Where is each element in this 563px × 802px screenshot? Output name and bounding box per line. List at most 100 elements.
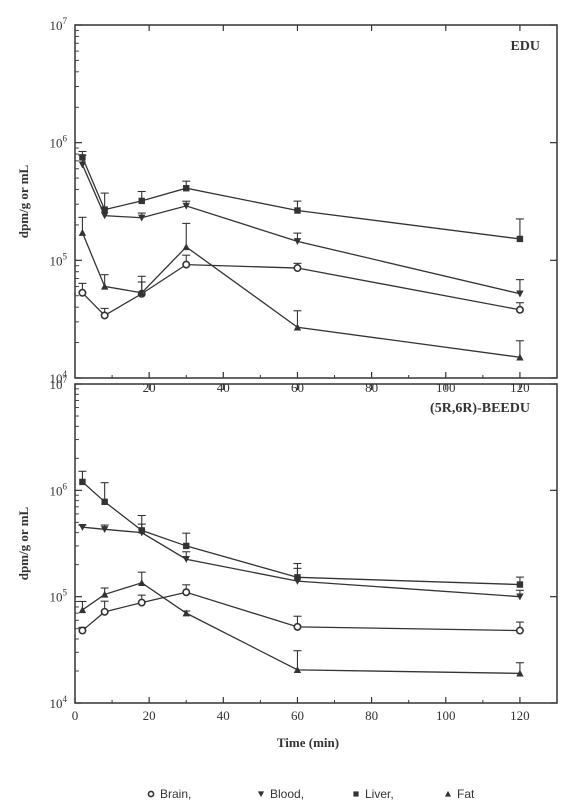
series-fat	[78, 571, 524, 677]
panel-title: (5R,6R)-BEEDU	[430, 401, 530, 416]
y-axis-title: dpm/g or mL	[16, 164, 31, 238]
data-point-liver	[101, 206, 108, 213]
data-point-brain	[100, 607, 109, 616]
data-point-liver	[138, 527, 145, 534]
y-tick-base: 10	[50, 136, 63, 151]
legend-item-liver: Liver,	[353, 787, 394, 801]
series-liver	[78, 470, 524, 588]
data-point-fat	[182, 609, 190, 617]
series-line-blood	[82, 526, 520, 598]
data-point-fat	[138, 289, 146, 296]
y-tick-exponent: 7	[63, 375, 68, 385]
data-point-liver	[79, 478, 86, 486]
data-point-liver	[79, 154, 86, 161]
data-point-fat	[182, 243, 190, 251]
data-point-blood	[182, 556, 190, 563]
y-tick-exponent: 6	[63, 481, 68, 491]
y-tick-label: 106	[50, 134, 68, 151]
legend-label-liver: Liver,	[365, 787, 394, 801]
x-tick-label: 80	[365, 708, 378, 723]
data-point-blood	[100, 526, 109, 534]
data-point-liver	[516, 235, 524, 243]
data-point-fat	[100, 590, 109, 598]
y-tick-base: 10	[50, 696, 63, 711]
legend-item-fat: Fat	[444, 787, 475, 801]
series-liver	[78, 150, 524, 243]
legend-marker-blood	[257, 791, 265, 798]
series-line-fat	[82, 582, 520, 675]
legend-marker-brain	[147, 790, 155, 798]
data-point-fat	[516, 353, 524, 361]
data-point-brain	[515, 305, 524, 314]
data-point-blood	[293, 238, 302, 246]
data-point-blood	[182, 202, 190, 210]
data-point-blood	[100, 212, 109, 220]
data-point-brain	[100, 311, 109, 320]
series-line-blood	[81, 164, 521, 295]
x-tick-label: 60	[291, 708, 304, 723]
data-point-liver	[294, 207, 301, 214]
y-tick-base: 10	[50, 590, 63, 605]
y-axis-title: dpm/g or mL	[16, 506, 31, 580]
legend-label-fat: Fat	[457, 787, 475, 801]
series-brain	[78, 254, 524, 320]
data-point-fat	[516, 669, 524, 677]
series-line-brain	[81, 263, 521, 317]
y-tick-base: 10	[50, 483, 63, 498]
y-tick-label: 106	[50, 481, 68, 498]
legend-item-blood: Blood,	[257, 787, 304, 801]
y-tick-label: 104	[50, 694, 68, 711]
plot-frame	[74, 24, 558, 379]
data-point-brain	[182, 588, 191, 597]
data-point-fat	[100, 282, 109, 290]
data-point-brain	[78, 626, 87, 635]
legend-label-brain: Brain,	[160, 787, 191, 801]
legend: Brain, Blood, Liver, Fat	[147, 787, 475, 801]
data-point-fat	[138, 579, 146, 587]
y-tick-exponent: 6	[63, 134, 68, 144]
y-tick-exponent: 7	[63, 16, 68, 26]
y-tick-exponent: 4	[63, 369, 68, 379]
series-line-fat	[81, 232, 521, 358]
data-point-liver	[101, 498, 108, 506]
data-point-fat	[78, 606, 87, 614]
series-blood	[78, 523, 524, 601]
plot-frame	[74, 383, 558, 704]
data-point-brain	[293, 264, 302, 273]
data-point-fat	[78, 228, 87, 236]
y-tick-base: 10	[50, 253, 63, 268]
x-axis-title: Time (min)	[277, 735, 339, 750]
data-point-blood	[516, 290, 524, 298]
x-tick-label: 40	[217, 708, 230, 723]
y-tick-base: 10	[50, 377, 63, 392]
y-tick-label: 105	[50, 251, 68, 268]
data-point-liver	[138, 197, 145, 205]
data-point-fat	[293, 666, 302, 674]
x-tick-label: 0	[72, 708, 79, 723]
data-point-brain	[293, 622, 302, 631]
data-point-fat	[293, 323, 302, 331]
data-point-brain	[78, 288, 87, 297]
legend-marker-fat	[444, 790, 452, 797]
y-tick-label: 107	[50, 16, 68, 33]
y-tick-exponent: 5	[63, 588, 68, 598]
data-point-liver	[516, 581, 524, 588]
y-tick-label: 107	[50, 375, 68, 392]
data-point-liver	[294, 574, 301, 581]
data-point-liver	[183, 185, 190, 192]
y-tick-exponent: 5	[63, 251, 68, 261]
legend-marker-liver	[353, 791, 359, 797]
data-point-blood	[78, 524, 87, 531]
legend-label-blood: Blood,	[270, 787, 304, 801]
y-tick-label: 105	[50, 588, 68, 605]
data-point-liver	[183, 542, 190, 550]
y-tick-base: 10	[50, 18, 63, 33]
legend-item-brain: Brain,	[147, 787, 191, 801]
y-tick-label: 104	[50, 369, 68, 386]
data-point-blood	[516, 593, 524, 601]
data-point-blood	[138, 214, 146, 222]
data-point-brain	[137, 598, 146, 607]
